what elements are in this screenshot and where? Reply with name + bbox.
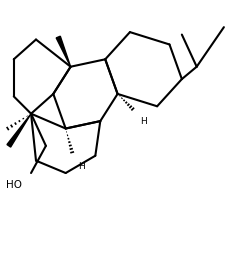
Text: H: H <box>78 162 85 171</box>
Text: HO: HO <box>6 180 22 190</box>
Text: H: H <box>140 117 146 126</box>
Polygon shape <box>7 114 31 147</box>
Polygon shape <box>56 36 70 67</box>
